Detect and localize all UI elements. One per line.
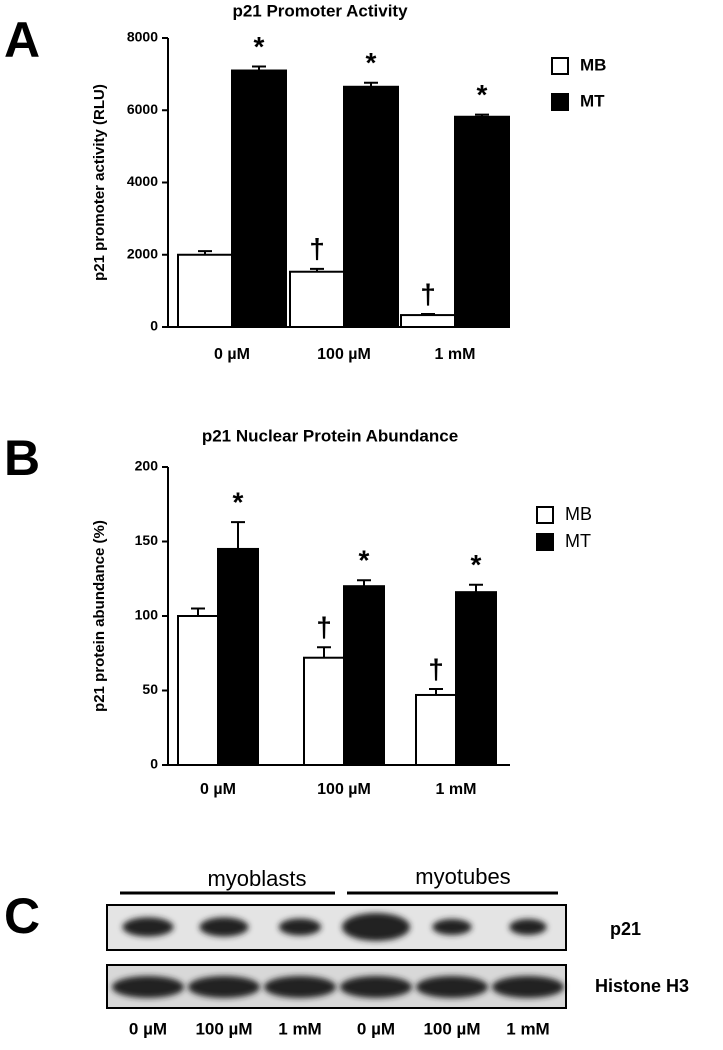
lane-label: 1 mM (506, 1019, 549, 1038)
group-label: myotubes (415, 864, 510, 889)
y-tick-label: 200 (135, 458, 159, 474)
error-bar (364, 81, 378, 87)
lane-label: 1 mM (278, 1019, 321, 1038)
x-tick-label: 1 mM (435, 346, 476, 363)
error-bar (231, 521, 245, 549)
x-tick-label: 0 µM (200, 781, 236, 798)
band (188, 976, 260, 998)
y-tick-label: 6000 (127, 101, 158, 117)
y-tick-label: 2000 (127, 245, 158, 261)
error-bar (310, 267, 324, 272)
bar (217, 547, 259, 767)
error-bar (198, 250, 212, 255)
significance-marker: * (477, 79, 488, 110)
panel-label: C (4, 888, 40, 944)
error-bar (429, 688, 443, 695)
error-bar (317, 646, 331, 658)
band (342, 913, 410, 941)
y-tick-label: 0 (150, 318, 158, 334)
significance-marker: * (366, 47, 377, 78)
error-bar (475, 113, 489, 117)
error-bar (191, 607, 205, 616)
error-bar (469, 583, 483, 593)
legend-label: MB (565, 504, 592, 524)
bar (177, 253, 233, 328)
y-tick-label: 0 (150, 756, 158, 772)
legend-label: MT (565, 531, 591, 551)
significance-marker: * (233, 487, 244, 518)
band (122, 917, 174, 937)
lane-label: 100 µM (195, 1019, 252, 1038)
lane-label: 0 µM (357, 1019, 395, 1038)
legend-label: MT (580, 91, 605, 110)
row-label: p21 (610, 919, 641, 939)
x-tick-label: 100 µM (317, 781, 371, 798)
bar (343, 85, 399, 328)
y-tick-label: 8000 (127, 29, 158, 45)
band (278, 918, 322, 936)
significance-marker: † (309, 233, 325, 264)
y-axis-label: p21 protein abundance (%) (91, 520, 108, 712)
band (340, 976, 412, 998)
bar (177, 615, 219, 766)
x-tick-label: 100 µM (317, 346, 371, 363)
chart-title: p21 Promoter Activity (232, 1, 408, 20)
bar (455, 591, 497, 766)
western-blot: myoblasts myotubes p21 Histone H3 0 µM 10… (106, 864, 689, 1038)
significance-marker: † (428, 653, 444, 684)
significance-marker: * (254, 31, 265, 62)
lane-label: 0 µM (129, 1019, 167, 1038)
significance-marker: † (316, 612, 332, 643)
band (509, 919, 547, 935)
chart-title: p21 Nuclear Protein Abundance (202, 426, 458, 445)
significance-marker: † (420, 278, 436, 309)
bar (231, 69, 287, 328)
legend-swatch (536, 506, 554, 524)
band (199, 917, 249, 937)
significance-marker: * (471, 549, 482, 580)
blot-strip (106, 904, 567, 951)
bar (415, 693, 457, 766)
band (492, 976, 564, 998)
bar (289, 270, 345, 329)
legend-swatch (551, 93, 569, 111)
bar (400, 314, 456, 328)
lane-label: 100 µM (423, 1019, 480, 1038)
bar (343, 585, 385, 767)
band (416, 976, 488, 998)
y-axis-label: p21 promoter activity (RLU) (91, 84, 108, 281)
y-tick-label: 50 (142, 681, 158, 697)
error-bar (252, 65, 266, 71)
band (264, 976, 336, 998)
legend-swatch (551, 57, 569, 75)
y-tick-label: 100 (135, 607, 159, 623)
significance-marker: * (359, 545, 370, 576)
x-tick-label: 0 µM (214, 346, 250, 363)
y-tick-label: 150 (135, 532, 159, 548)
error-bar (421, 312, 435, 316)
row-label: Histone H3 (595, 976, 689, 996)
band (112, 976, 184, 998)
panel-label: A (4, 12, 40, 68)
group-label: myoblasts (207, 866, 306, 891)
legend-swatch (536, 533, 554, 551)
bar (303, 656, 345, 766)
legend-label: MB (580, 55, 606, 74)
y-tick-label: 4000 (127, 173, 158, 189)
panel-label: B (4, 430, 40, 486)
bar (454, 115, 510, 328)
x-tick-label: 1 mM (436, 781, 477, 798)
error-bar (357, 579, 371, 587)
band (432, 919, 472, 935)
